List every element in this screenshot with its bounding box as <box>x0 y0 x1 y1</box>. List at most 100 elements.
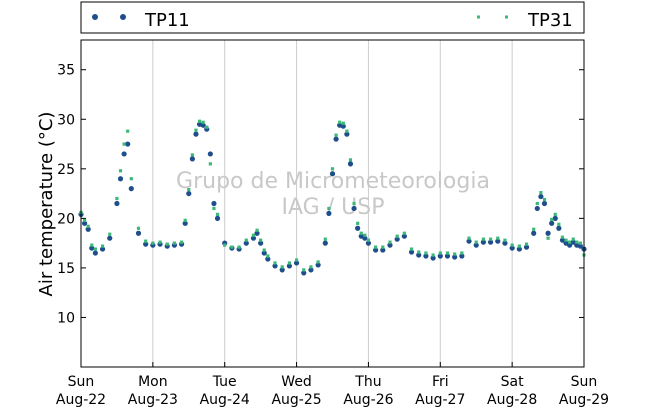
data-point <box>546 236 550 240</box>
data-point <box>136 226 141 230</box>
x-tick-label-day: Sun <box>571 374 598 390</box>
data-point <box>334 133 338 137</box>
data-point <box>431 253 435 257</box>
data-point <box>355 225 361 231</box>
data-point <box>553 212 557 216</box>
x-tick-label-date: Aug-23 <box>128 392 178 408</box>
data-point <box>90 243 94 247</box>
data-point <box>534 205 540 212</box>
series-tp31 <box>79 119 586 272</box>
data-point <box>351 205 357 212</box>
series-tp11 <box>78 121 587 276</box>
x-tick-label-date: Aug-24 <box>200 392 250 408</box>
data-point <box>453 252 457 256</box>
data-point <box>308 267 314 273</box>
data-point <box>189 156 195 162</box>
data-point <box>430 255 436 261</box>
data-point <box>243 240 249 246</box>
data-point <box>266 254 270 258</box>
x-tick-label-day: Thu <box>354 374 381 390</box>
data-point <box>340 123 346 129</box>
data-point <box>459 253 465 259</box>
data-point <box>556 225 562 231</box>
data-point <box>215 212 220 216</box>
data-point <box>125 141 131 147</box>
data-point <box>81 220 88 226</box>
data-point <box>381 245 385 249</box>
data-point <box>559 237 566 243</box>
data-point <box>158 240 162 244</box>
data-point <box>280 265 284 269</box>
y-tick-label: 35 <box>57 63 75 79</box>
y-tick-label: 20 <box>57 211 75 227</box>
x-tick-label-day: Fri <box>432 374 449 390</box>
data-point <box>187 188 191 192</box>
data-point <box>542 197 547 202</box>
data-point <box>322 240 328 246</box>
x-tick-label-day: Mon <box>138 374 168 390</box>
data-point <box>108 232 112 236</box>
data-point <box>445 251 450 255</box>
data-point <box>309 265 313 269</box>
data-point <box>212 206 216 211</box>
data-point <box>254 230 260 236</box>
data-point <box>401 233 407 239</box>
data-point <box>262 248 266 252</box>
data-point <box>89 245 95 251</box>
data-point <box>121 151 127 157</box>
legend-marker-tp11 <box>120 14 126 20</box>
data-point <box>363 233 367 237</box>
data-point <box>193 131 199 137</box>
x-tick-label-day: Sat <box>501 374 524 390</box>
data-point <box>92 250 98 256</box>
data-point <box>287 261 291 265</box>
data-point <box>437 253 443 259</box>
data-point <box>532 227 536 231</box>
data-point <box>99 246 106 252</box>
data-point <box>86 224 90 228</box>
x-tick-label-date: Aug-29 <box>559 392 609 408</box>
x-tick-label-day: Sun <box>68 374 95 390</box>
data-point <box>365 240 372 246</box>
data-point <box>575 240 579 244</box>
data-point <box>488 237 493 241</box>
data-point <box>172 241 177 245</box>
data-point <box>473 242 479 248</box>
data-point <box>144 239 148 243</box>
data-point <box>197 119 202 123</box>
legend-label-tp11: TP11 <box>144 10 190 31</box>
data-point <box>327 206 331 211</box>
data-point <box>126 129 130 133</box>
data-point <box>100 244 105 248</box>
data-point <box>301 270 307 276</box>
data-point <box>444 253 451 259</box>
data-point <box>571 237 575 241</box>
data-point <box>251 233 256 237</box>
x-tick-label-date: Aug-28 <box>487 392 537 408</box>
data-point <box>545 230 551 236</box>
data-point <box>567 242 573 248</box>
data-point <box>326 210 332 217</box>
legend-box <box>80 1 585 34</box>
x-tick-label-date: Aug-22 <box>56 392 106 408</box>
data-point <box>333 136 339 142</box>
data-point <box>230 245 234 249</box>
data-point <box>524 242 529 246</box>
y-tick-label: 15 <box>57 261 75 277</box>
data-point <box>201 120 205 124</box>
data-point <box>345 129 349 133</box>
data-point <box>409 247 414 251</box>
data-point <box>211 200 217 207</box>
data-point <box>460 251 464 255</box>
data-point <box>538 193 544 200</box>
data-point <box>265 256 271 262</box>
data-point <box>250 235 257 241</box>
data-point <box>117 176 124 182</box>
data-point <box>570 239 576 245</box>
x-tick-label-date: Aug-27 <box>415 392 465 408</box>
data-point <box>165 242 169 246</box>
data-point <box>541 200 548 207</box>
data-point <box>237 245 241 249</box>
y-tick-label: 30 <box>57 112 75 128</box>
data-point <box>352 201 356 206</box>
